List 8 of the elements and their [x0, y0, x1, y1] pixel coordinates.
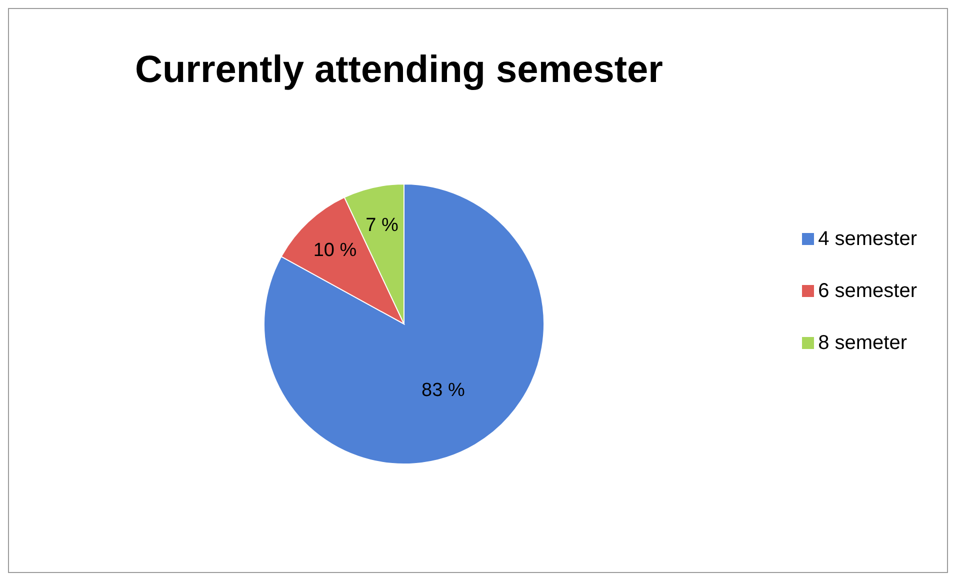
legend-label: 6 semester — [818, 280, 917, 302]
legend-label: 8 semeter — [818, 332, 907, 354]
data-label: 10 % — [313, 240, 357, 262]
legend-label: 4 semester — [818, 228, 917, 250]
data-label: 7 % — [366, 215, 398, 236]
chart-title: Currently attending semester — [134, 49, 664, 92]
pie-slice — [264, 184, 544, 464]
data-label: 83 % — [422, 380, 465, 401]
